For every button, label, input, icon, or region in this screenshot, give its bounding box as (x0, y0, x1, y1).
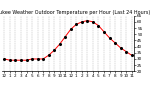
Point (80, 21, 83, 23)
Point (3, 58, 6, 60)
Point (69, 29, 72, 30)
Point (86, 20, 89, 21)
Point (125, 51, 127, 52)
Point (64, 36, 67, 37)
Point (14, 60, 17, 61)
Point (108, 37, 111, 39)
Title: Milwaukee Weather Outdoor Temperature per Hour (Last 24 Hours): Milwaukee Weather Outdoor Temperature pe… (0, 10, 151, 15)
Point (130, 55, 133, 56)
Point (58, 43, 61, 45)
Point (9, 60, 11, 61)
Point (20, 60, 22, 61)
Point (42, 58, 44, 60)
Point (97, 25, 100, 26)
Point (92, 21, 94, 23)
Point (119, 47, 122, 49)
Point (31, 58, 33, 60)
Point (103, 31, 105, 32)
Point (25, 60, 28, 61)
Point (36, 58, 39, 60)
Point (53, 50, 56, 51)
Point (75, 24, 78, 25)
Point (47, 55, 50, 56)
Point (114, 42, 116, 44)
